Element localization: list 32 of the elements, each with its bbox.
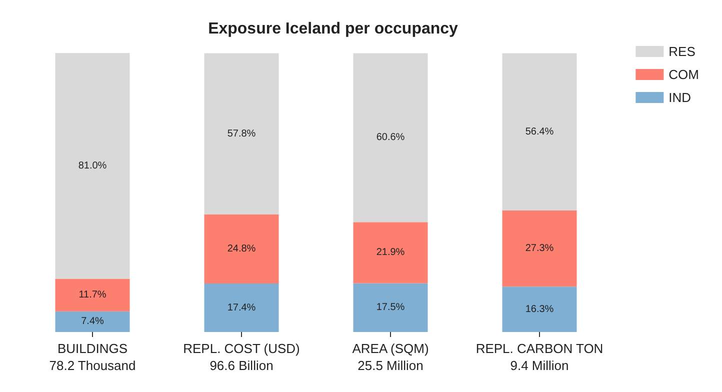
x-tick-label: AREA (SQM) 25.5 Million <box>352 341 429 373</box>
bar <box>204 53 279 214</box>
data-label: 17.5% <box>376 302 405 314</box>
bar <box>204 284 279 332</box>
bar <box>502 286 577 332</box>
data-label: 7.4% <box>81 316 104 328</box>
data-label: 81.0% <box>78 160 107 172</box>
data-label: 24.8% <box>227 243 256 254</box>
legend-label: RES <box>668 44 696 59</box>
legend-label: COM <box>668 67 700 82</box>
data-label: 21.9% <box>376 247 405 258</box>
bar <box>55 278 130 312</box>
bar <box>55 53 130 279</box>
data-label: 27.3% <box>525 243 554 254</box>
data-label: 57.8% <box>227 128 256 140</box>
x-tick-label: BUILDINGS 78.2 Thousand <box>49 341 136 373</box>
data-label: 16.3% <box>525 304 554 315</box>
bar <box>502 53 577 210</box>
x-tick-label: REPL. CARBON TON 9.4 Million <box>476 341 604 373</box>
bar <box>353 222 428 284</box>
x-tick-label: REPL. COST (USD) 96.6 Billion <box>183 341 300 373</box>
bar <box>353 283 428 332</box>
legend-label: IND <box>668 90 692 105</box>
bar <box>502 210 577 287</box>
bar <box>204 214 279 284</box>
data-label: 11.7% <box>78 290 106 301</box>
bar <box>353 53 428 222</box>
data-label: 60.6% <box>376 132 405 144</box>
data-label: 17.4% <box>227 302 256 314</box>
data-label: 56.4% <box>525 126 554 138</box>
bar <box>55 311 130 332</box>
chart-title: Exposure Iceland per occupancy <box>208 20 458 38</box>
